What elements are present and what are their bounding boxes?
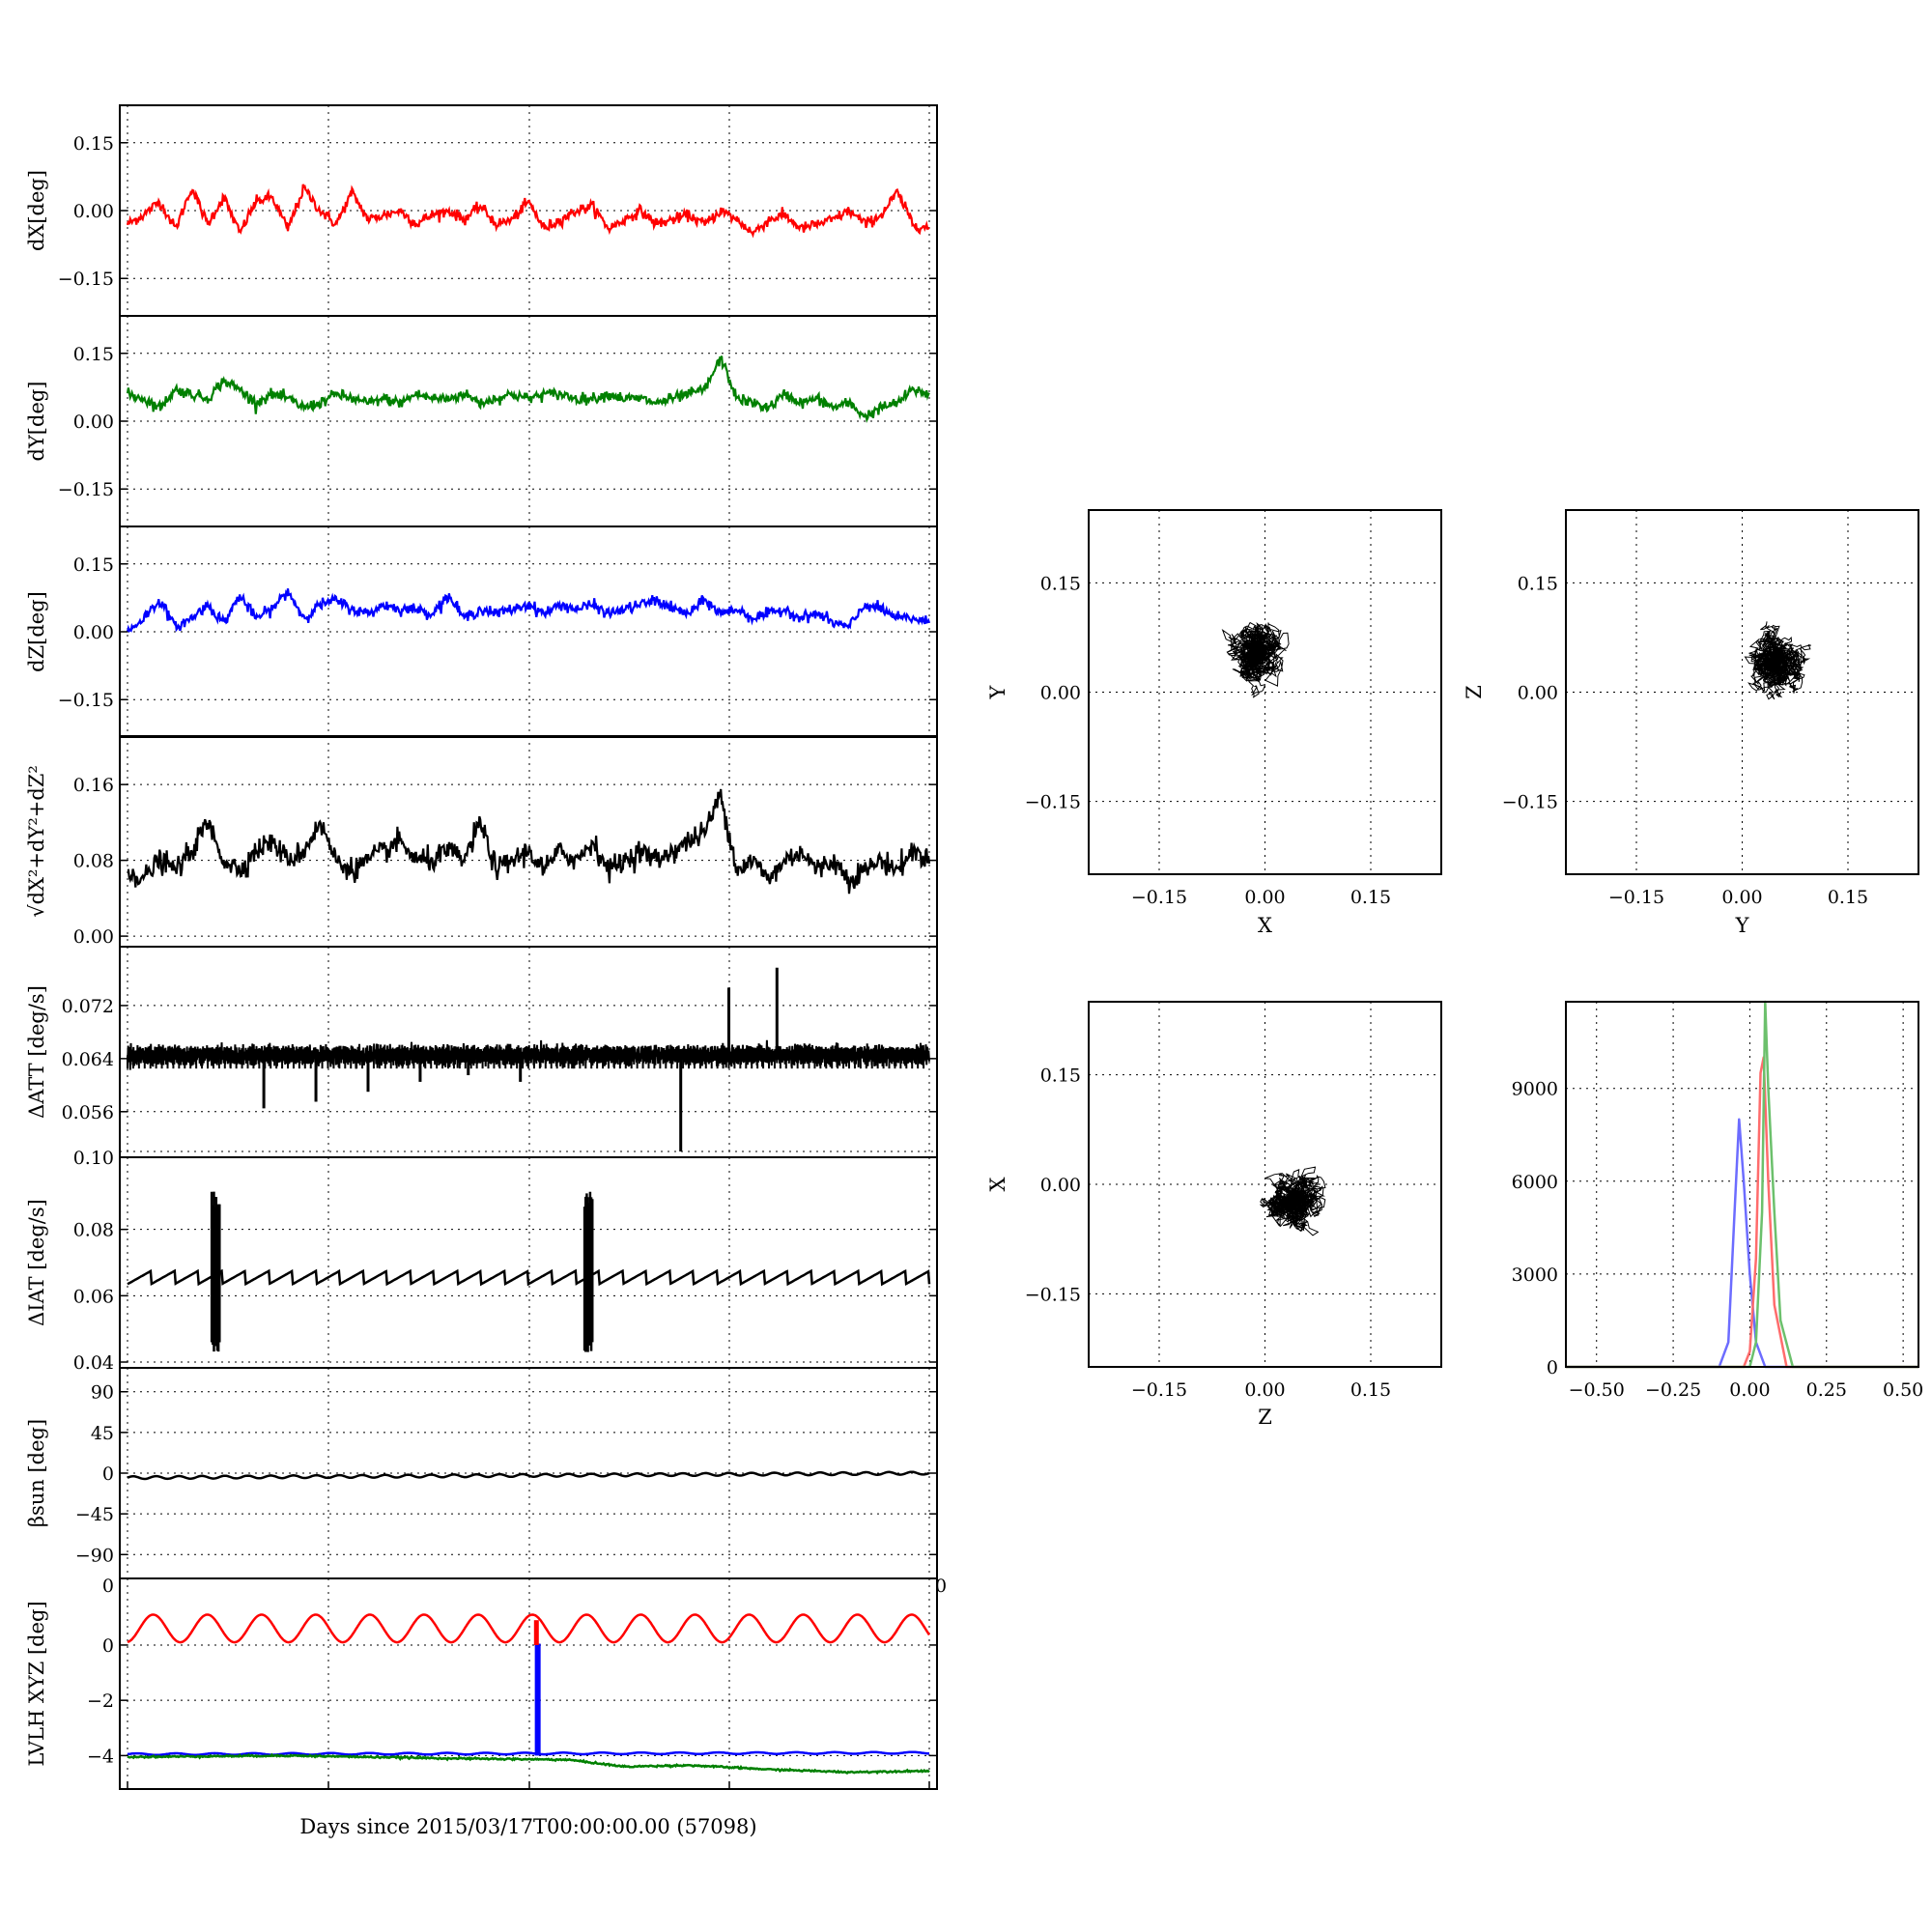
- x-tick-label: −0.50: [1569, 1379, 1625, 1401]
- x-tick-label: 0.00: [1244, 887, 1285, 908]
- y-axis-label: βsun [deg]: [25, 1419, 48, 1527]
- y-axis-label: X: [986, 1177, 1009, 1191]
- y-tick-label: 0.00: [73, 622, 114, 643]
- scatter-frame-yz: [1565, 509, 1919, 875]
- y-tick-label: 0.16: [73, 775, 114, 796]
- y-axis-label: dX[deg]: [25, 170, 48, 251]
- panel-frame-dr: [119, 735, 938, 948]
- x-tick-label: 0.00: [1721, 887, 1762, 908]
- y-tick-label: 0.00: [1040, 683, 1081, 704]
- y-tick-label: −0.15: [58, 479, 114, 500]
- y-tick-label: 0.072: [62, 996, 114, 1017]
- hist-series-2: [1566, 1000, 1918, 1369]
- hist-series-1: [1566, 1056, 1918, 1369]
- y-axis-label: LVLH XYZ [deg]: [25, 1601, 48, 1766]
- corner-tick-label: 0: [935, 1576, 947, 1597]
- y-axis-label: dZ[deg]: [25, 591, 48, 672]
- y-axis-label: ΔATT [deg/s]: [25, 985, 48, 1119]
- y-tick-label: 0.10: [73, 1148, 114, 1169]
- panel-frame-diat: [119, 1156, 938, 1369]
- hist-frame: [1565, 1001, 1919, 1368]
- y-tick-label: −90: [75, 1545, 114, 1566]
- scatter-frame-xy: [1088, 509, 1442, 875]
- y-tick-label: 0.06: [73, 1286, 114, 1307]
- x-tick-label: 0.15: [1828, 887, 1868, 908]
- text-layer: 0.15 0.00 −0.15 dX[deg] 0.15 0.00 −0.15 dY[deg]…: [25, 133, 1923, 1838]
- y-tick-label: 0.00: [73, 201, 114, 222]
- y-axis-label: √dX²+dY²+dZ²: [25, 765, 48, 918]
- y-tick-label: 0.056: [62, 1102, 114, 1123]
- y-tick-label: 0.15: [1040, 1065, 1081, 1087]
- y-axis-label: Y: [986, 684, 1009, 699]
- x-tick-label: −0.15: [1608, 887, 1664, 908]
- y-tick-label: 0: [102, 1463, 114, 1485]
- scatter-frame-zx: [1088, 1001, 1442, 1368]
- y-tick-label: 0: [102, 1635, 114, 1657]
- corner-tick-label: 0: [102, 1576, 114, 1597]
- scatter-trace-yz: [1744, 621, 1811, 700]
- x-axis-label: Days since 2015/03/17T00:00:00.00 (57098…: [299, 1815, 756, 1838]
- y-tick-label: 0.00: [1040, 1175, 1081, 1196]
- y-tick-label: 0.15: [1518, 573, 1558, 594]
- x-tick-label: 0.15: [1350, 1379, 1391, 1401]
- lvlh-z-spike: [534, 1643, 541, 1756]
- x-tick-label: 0.15: [1350, 887, 1391, 908]
- y-axis-label-text: √dX²+dY²+dZ²: [25, 765, 48, 918]
- x-tick-label: −0.15: [1131, 1379, 1187, 1401]
- x-axis-label: Y: [1735, 914, 1750, 937]
- y-axis-label: dY[deg]: [25, 381, 48, 461]
- y-tick-label: −0.15: [1025, 792, 1081, 813]
- series-line-dy: [126, 355, 930, 424]
- x-tick-label: 0.00: [1244, 1379, 1285, 1401]
- y-tick-label: 0.15: [73, 554, 114, 576]
- series-line-dx: [126, 184, 930, 239]
- series-line-diat: [127, 1268, 931, 1287]
- y-tick-label: 0.04: [73, 1352, 114, 1374]
- scatter-trace-xy: [1221, 621, 1290, 698]
- y-tick-label: −0.15: [58, 690, 114, 711]
- x-tick-label: 0.00: [1729, 1379, 1770, 1401]
- x-tick-label: −0.25: [1645, 1379, 1701, 1401]
- y-axis-label: ΔIAT [deg/s]: [25, 1199, 48, 1326]
- y-tick-label: 45: [91, 1423, 114, 1444]
- x-tick-label: −0.15: [1131, 887, 1187, 908]
- y-tick-label: 0: [1547, 1357, 1558, 1378]
- series-line-dz: [126, 588, 931, 634]
- y-tick-label: 3000: [1512, 1264, 1558, 1286]
- series-line-lvlh-z: [127, 1750, 929, 1757]
- data-layer: [126, 184, 1918, 1776]
- y-tick-label: 0.15: [73, 344, 114, 365]
- y-tick-label: 9000: [1512, 1079, 1558, 1100]
- y-tick-label: 6000: [1512, 1172, 1558, 1193]
- y-tick-label: 0.15: [73, 133, 114, 155]
- y-tick-label: −2: [87, 1690, 114, 1712]
- x-tick-label: 0.50: [1883, 1379, 1923, 1401]
- x-axis-label: X: [1258, 914, 1272, 937]
- frame-layer: [119, 104, 1919, 1790]
- y-tick-label: 0.00: [73, 412, 114, 433]
- y-tick-label: −0.15: [1502, 792, 1558, 813]
- y-tick-label: 0.08: [73, 851, 114, 872]
- y-tick-label: 0.08: [73, 1220, 114, 1241]
- scatter-trace-zx: [1260, 1166, 1326, 1236]
- y-axis-label: Z: [1463, 685, 1486, 699]
- x-axis-label: Z: [1258, 1406, 1272, 1429]
- hist-series-0: [1566, 1118, 1918, 1369]
- y-tick-label: 0.00: [1518, 683, 1558, 704]
- y-tick-label: −45: [75, 1504, 114, 1525]
- series-line-beta: [127, 1470, 930, 1481]
- y-tick-label: 0.00: [73, 926, 114, 948]
- y-tick-label: 0.15: [1040, 573, 1081, 594]
- panel-frame-lvlh: [119, 1577, 938, 1790]
- series-line-dr: [127, 788, 931, 895]
- y-tick-label: −0.15: [1025, 1284, 1081, 1305]
- x-tick-label: 0.25: [1806, 1379, 1847, 1401]
- y-tick-label: −4: [87, 1746, 114, 1767]
- series-line-lvlh-x: [127, 1613, 931, 1644]
- y-tick-label: 90: [91, 1382, 114, 1404]
- series-line-lvlh-y: [127, 1752, 930, 1776]
- y-tick-label: −0.15: [58, 269, 114, 290]
- y-tick-label: 0.064: [62, 1049, 114, 1070]
